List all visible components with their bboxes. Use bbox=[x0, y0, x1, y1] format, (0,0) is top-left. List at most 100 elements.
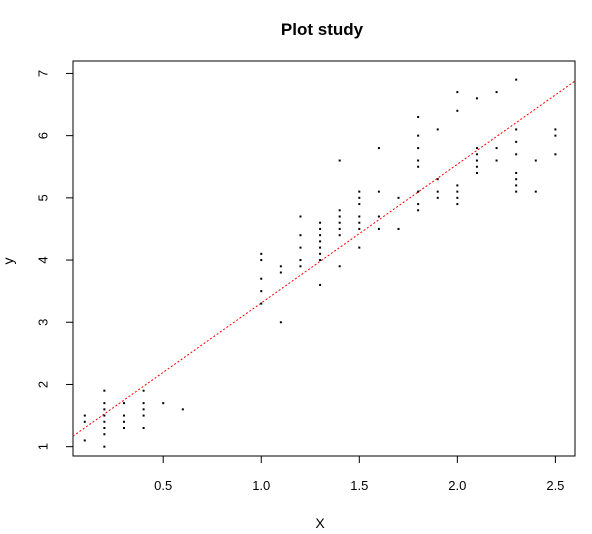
data-point bbox=[456, 184, 459, 187]
data-point bbox=[456, 190, 459, 193]
data-point bbox=[142, 414, 145, 417]
y-tick-label: 7 bbox=[36, 70, 51, 77]
data-point bbox=[417, 159, 420, 162]
regression-line bbox=[72, 80, 576, 437]
data-point bbox=[319, 227, 322, 230]
data-point bbox=[122, 420, 125, 423]
data-point bbox=[338, 215, 341, 218]
data-point bbox=[515, 171, 518, 174]
data-point bbox=[279, 321, 282, 324]
data-point bbox=[83, 439, 86, 442]
data-point bbox=[319, 252, 322, 255]
y-axis: 1 2 3 4 5 6 7 bbox=[36, 70, 74, 450]
data-point bbox=[142, 402, 145, 405]
x-tick-label: 1.0 bbox=[252, 478, 270, 493]
data-point bbox=[377, 227, 380, 230]
data-point bbox=[83, 420, 86, 423]
data-point bbox=[534, 190, 537, 193]
data-point bbox=[338, 221, 341, 224]
x-tick-label: 0.5 bbox=[154, 478, 172, 493]
data-point bbox=[495, 91, 498, 94]
data-point bbox=[103, 445, 106, 448]
data-point bbox=[417, 190, 420, 193]
x-tick-label: 2.5 bbox=[546, 478, 564, 493]
data-point bbox=[377, 215, 380, 218]
data-point bbox=[377, 190, 380, 193]
y-tick-label: 4 bbox=[36, 256, 51, 263]
plot-frame bbox=[72, 60, 576, 457]
data-point bbox=[397, 196, 400, 199]
data-point bbox=[475, 97, 478, 100]
data-point bbox=[103, 420, 106, 423]
data-point bbox=[475, 147, 478, 150]
data-point bbox=[456, 203, 459, 206]
data-point bbox=[377, 147, 380, 150]
data-points bbox=[83, 78, 557, 448]
data-point bbox=[515, 78, 518, 81]
data-point bbox=[515, 140, 518, 143]
data-point bbox=[358, 196, 361, 199]
data-point bbox=[319, 240, 322, 243]
x-tick-label: 1.5 bbox=[350, 478, 368, 493]
data-point bbox=[554, 134, 557, 137]
data-point bbox=[260, 277, 263, 280]
data-point bbox=[122, 402, 125, 405]
data-point bbox=[122, 427, 125, 430]
data-point bbox=[319, 246, 322, 249]
data-point bbox=[456, 91, 459, 94]
data-point bbox=[358, 215, 361, 218]
data-point bbox=[103, 414, 106, 417]
data-point bbox=[358, 246, 361, 249]
data-point bbox=[475, 153, 478, 156]
data-point bbox=[515, 178, 518, 181]
data-point bbox=[436, 196, 439, 199]
data-point bbox=[338, 265, 341, 268]
data-point bbox=[417, 147, 420, 150]
data-point bbox=[397, 227, 400, 230]
data-point bbox=[319, 221, 322, 224]
data-point bbox=[475, 171, 478, 174]
data-point bbox=[495, 159, 498, 162]
data-point bbox=[142, 389, 145, 392]
data-point bbox=[142, 427, 145, 430]
data-point bbox=[417, 165, 420, 168]
data-point bbox=[279, 265, 282, 268]
data-point bbox=[338, 159, 341, 162]
data-point bbox=[260, 252, 263, 255]
data-point bbox=[515, 184, 518, 187]
data-point bbox=[534, 159, 537, 162]
data-point bbox=[417, 203, 420, 206]
x-axis: 0.5 1.0 1.5 2.0 2.5 bbox=[154, 455, 564, 493]
data-point bbox=[417, 134, 420, 137]
data-point bbox=[260, 302, 263, 305]
data-point bbox=[358, 203, 361, 206]
fit-line-group bbox=[72, 80, 576, 437]
data-point bbox=[299, 259, 302, 262]
data-point bbox=[103, 408, 106, 411]
data-point bbox=[554, 128, 557, 131]
y-tick-label: 3 bbox=[36, 319, 51, 326]
data-point bbox=[515, 190, 518, 193]
data-point bbox=[338, 209, 341, 212]
data-point bbox=[299, 234, 302, 237]
data-point bbox=[103, 402, 106, 405]
data-point bbox=[142, 408, 145, 411]
data-point bbox=[417, 209, 420, 212]
data-point bbox=[319, 283, 322, 286]
data-point bbox=[417, 115, 420, 118]
data-point bbox=[554, 153, 557, 156]
data-point bbox=[436, 128, 439, 131]
data-point bbox=[515, 128, 518, 131]
x-axis-label: X bbox=[315, 515, 325, 531]
y-tick-label: 2 bbox=[36, 381, 51, 388]
data-point bbox=[319, 234, 322, 237]
y-tick-label: 1 bbox=[36, 443, 51, 450]
data-point bbox=[436, 190, 439, 193]
data-point bbox=[162, 402, 165, 405]
data-point bbox=[319, 259, 322, 262]
data-point bbox=[103, 433, 106, 436]
data-point bbox=[103, 427, 106, 430]
x-tick-label: 2.0 bbox=[448, 478, 466, 493]
data-point bbox=[495, 147, 498, 150]
